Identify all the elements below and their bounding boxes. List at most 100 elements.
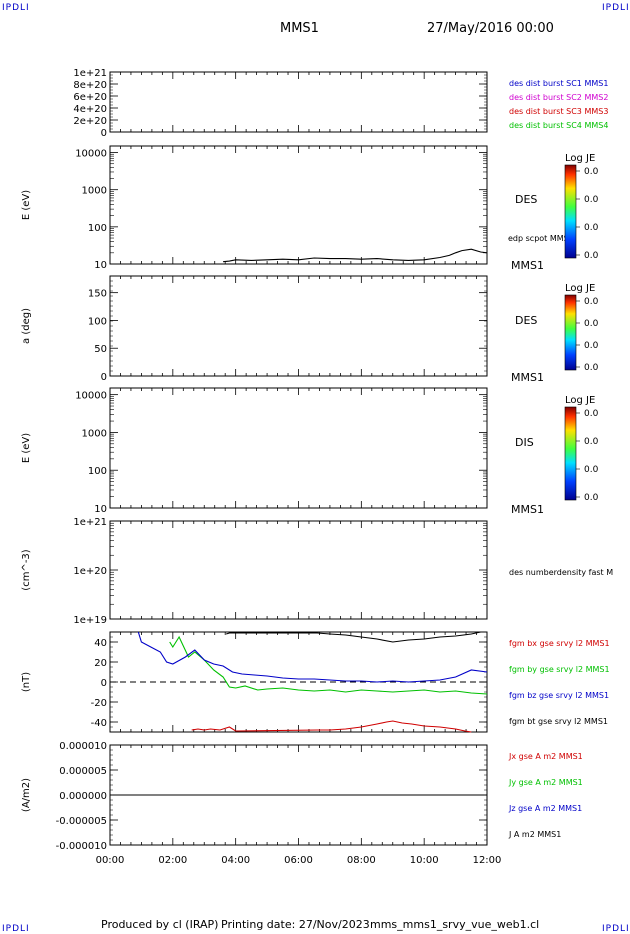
y-tick-label: -20 <box>91 698 107 709</box>
colorbar <box>564 406 577 501</box>
legend-entry: des numberdensity fast M <box>509 568 613 577</box>
y-tick-label: 0 <box>101 372 107 383</box>
x-tick-label: 08:00 <box>347 855 376 866</box>
y-axis-label: (nT) <box>21 672 32 692</box>
y-axis-label: (cm^-3) <box>21 549 32 590</box>
header-corner-tl: IPDLI <box>2 3 30 13</box>
y-tick-label: 50 <box>94 344 107 355</box>
x-tick-label: 10:00 <box>410 855 439 866</box>
series-line <box>191 720 472 733</box>
colorbar-tick-label: 0.0 <box>584 465 599 475</box>
colorbar-tick-label: 0.0 <box>584 409 599 419</box>
y-axis-label: E (eV) <box>21 433 32 463</box>
y-axis-label: a (deg) <box>21 308 32 344</box>
y-tick-label: 10000 <box>75 149 107 160</box>
colorbar-tick-label: 0.0 <box>584 195 599 205</box>
y-tick-label: 100 <box>88 316 107 327</box>
legend-entry: fgm bx gse srvy l2 MMS1 <box>509 639 610 648</box>
panel-frame <box>109 520 488 620</box>
y-tick-label: 8e+20 <box>73 80 107 91</box>
y-tick-label: 1000 <box>82 186 107 197</box>
legend-entry: fgm bt gse srvy l2 MMS1 <box>509 717 608 726</box>
y-tick-label: 0.000005 <box>59 766 107 777</box>
spacecraft-title: MMS1 <box>280 21 319 36</box>
legend-entry: fgm bz gse srvy l2 MMS1 <box>509 691 609 700</box>
y-tick-label: -0.000005 <box>56 816 107 827</box>
legend-entry: Jx gse A m2 MMS1 <box>508 752 583 761</box>
y-tick-label: 1e+19 <box>73 615 107 626</box>
y-tick-label: 4e+20 <box>73 104 107 115</box>
header-corner-br: IPDLI <box>602 924 630 934</box>
overlay-label: edp scpot MMS1 <box>508 234 574 243</box>
footer-script: mms_mms1_srvy_vue_web1.cl <box>370 918 540 931</box>
legend-entry: des dist burst SC1 MMS1 <box>509 79 608 88</box>
y-tick-label: -40 <box>91 718 107 729</box>
x-tick-label: 12:00 <box>473 855 502 866</box>
panel-side-label: DIS <box>515 436 534 449</box>
y-tick-label: -0.000010 <box>56 841 107 852</box>
colorbar-tick-label: 0.0 <box>584 223 599 233</box>
series-line <box>226 631 481 643</box>
legend-entry: Jy gse A m2 MMS1 <box>508 778 583 787</box>
panel-frame <box>109 145 488 265</box>
panel-axis-tag: MMS1 <box>511 503 544 516</box>
y-tick-label: 0 <box>101 128 107 139</box>
colorbar-tick-label: 0.0 <box>584 493 599 503</box>
y-tick-label: 100 <box>88 223 107 234</box>
colorbar-tick-label: 0.0 <box>584 167 599 177</box>
panel-frame <box>109 71 488 133</box>
panel-axis-tag: MMS1 <box>511 259 544 272</box>
legend-entry: des dist burst SC2 MMS2 <box>509 93 608 102</box>
colorbar-title: Log JE <box>565 283 595 294</box>
y-tick-label: 10000 <box>75 391 107 402</box>
y-tick-label: 0.000000 <box>59 791 107 802</box>
header-corner-bl: IPDLI <box>2 924 30 934</box>
colorbar-tick-label: 0.0 <box>584 363 599 373</box>
colorbar-tick-label: 0.0 <box>584 319 599 329</box>
colorbar <box>564 164 577 259</box>
x-tick-label: 02:00 <box>158 855 187 866</box>
x-tick-label: 06:00 <box>284 855 313 866</box>
legend-entry: Jz gse A m2 MMS1 <box>508 804 582 813</box>
series-line <box>169 635 488 695</box>
date-title: 27/May/2016 00:00 <box>427 21 554 36</box>
series-line <box>137 631 488 683</box>
panel-side-label: DES <box>515 314 537 327</box>
y-axis-label: (A/m2) <box>21 778 32 812</box>
y-tick-label: 1e+20 <box>73 566 107 577</box>
colorbar-tick-label: 0.0 <box>584 251 599 261</box>
panel-axis-tag: MMS1 <box>511 371 544 384</box>
y-tick-label: 1e+21 <box>73 517 107 528</box>
colorbar-title: Log JE <box>565 153 595 164</box>
y-tick-label: 10 <box>94 260 107 271</box>
legend-entry: des dist burst SC4 MMS4 <box>509 121 608 130</box>
legend-entry: des dist burst SC3 MMS3 <box>509 107 608 116</box>
y-tick-label: 1000 <box>82 428 107 439</box>
legend-entry: J A m2 MMS1 <box>508 830 561 839</box>
y-tick-label: 10 <box>94 504 107 515</box>
colorbar-tick-label: 0.0 <box>584 341 599 351</box>
colorbar-title: Log JE <box>565 395 595 406</box>
footer-produced-by: Produced by cl (IRAP) <box>101 918 219 931</box>
y-tick-label: 1e+21 <box>73 68 107 79</box>
y-tick-label: 20 <box>94 658 107 669</box>
y-tick-label: 2e+20 <box>73 116 107 127</box>
y-tick-label: 40 <box>94 638 107 649</box>
x-tick-label: 00:00 <box>96 855 125 866</box>
y-tick-label: 0.000010 <box>59 741 107 752</box>
legend-entry: fgm by gse srvy l2 MMS1 <box>509 665 610 674</box>
panel-frame <box>109 387 488 509</box>
colorbar <box>564 294 577 371</box>
colorbar-tick-label: 0.0 <box>584 437 599 447</box>
panel-side-label: DES <box>515 193 537 206</box>
x-tick-label: 04:00 <box>221 855 250 866</box>
header-corner-tr: IPDLI <box>602 3 630 13</box>
panel-frame <box>109 275 488 377</box>
y-axis-label: E (eV) <box>21 190 32 220</box>
series-line <box>223 248 488 263</box>
footer-printing-date: Printing date: 27/Nov/2023 <box>221 918 370 931</box>
y-tick-label: 0 <box>101 678 107 689</box>
y-tick-label: 100 <box>88 466 107 477</box>
colorbar-tick-label: 0.0 <box>584 297 599 307</box>
